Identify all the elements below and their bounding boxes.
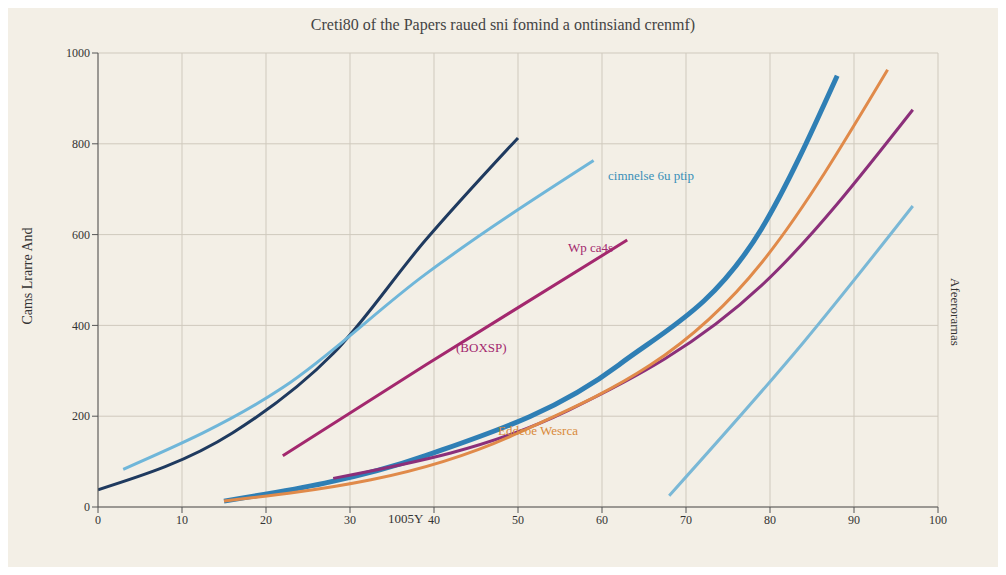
- html-text:cimnelse 6u ptip: cimnelse 6u ptip: [608, 168, 694, 183]
- svg-text:100: 100: [929, 513, 947, 527]
- html-text:Afeerorarnas: Afeerorarnas: [948, 278, 963, 346]
- html-text:Creti80 of the Papers raued sn: Creti80 of the Papers raued sni fomind a…: [310, 16, 696, 33]
- html-text:Eddeoe Wesrca: Eddeoe Wesrca: [498, 423, 578, 438]
- svg-text:70: 70: [680, 513, 692, 527]
- html-text:Wp ca4s: Wp ca4s: [568, 240, 614, 255]
- svg-text:60: 60: [596, 513, 608, 527]
- svg-text:200: 200: [72, 409, 90, 423]
- svg-text:10: 10: [176, 513, 188, 527]
- svg-text:30: 30: [344, 513, 356, 527]
- svg-text:50: 50: [512, 513, 524, 527]
- svg-text:400: 400: [72, 319, 90, 333]
- svg-text:1000: 1000: [66, 46, 90, 60]
- svg-text:0: 0: [84, 500, 90, 514]
- svg-text:40: 40: [428, 513, 440, 527]
- html-text:(BOXSP): (BOXSP): [456, 340, 507, 355]
- svg-text:20: 20: [260, 513, 272, 527]
- svg-text:90: 90: [848, 513, 860, 527]
- svg-text:80: 80: [764, 513, 776, 527]
- svg-text:600: 600: [72, 228, 90, 242]
- svg-text:800: 800: [72, 137, 90, 151]
- html-text:1005Y: 1005Y: [388, 511, 424, 526]
- svg-text:0: 0: [95, 513, 101, 527]
- html-text:Cams Lrarre And: Cams Lrarre And: [20, 227, 35, 325]
